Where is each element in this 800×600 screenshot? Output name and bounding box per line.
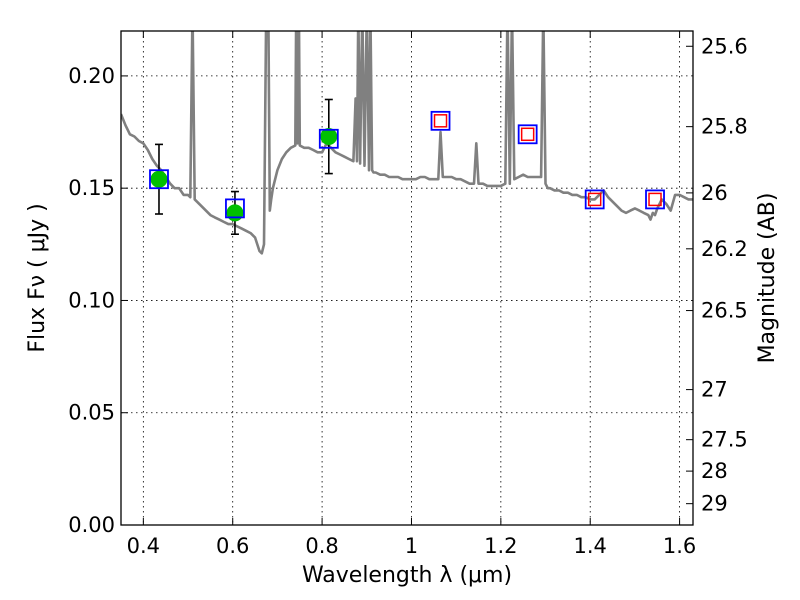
right-tick-label-5: 27 (701, 378, 728, 402)
plot-frame (120, 30, 694, 526)
model-blue-square-1 (225, 198, 245, 219)
x-tick-label-6: 1.6 (663, 534, 696, 558)
right-axis-label: Magnitude (AB) (755, 193, 780, 364)
observed-point-2 (320, 128, 338, 146)
right-tick-label-2: 26 (701, 181, 728, 205)
observed-point-0 (150, 170, 168, 188)
right-tick-label-8: 29 (701, 492, 728, 516)
model-red-square-2 (587, 192, 602, 207)
x-tick-label-1: 0.6 (216, 534, 249, 558)
axis-ticks: 0.4 0.6 0.8 1 1.2 1.4 1.6 0.00 0.05 0.10 0.15 0.20 2… (68, 31, 748, 558)
model-blue-square-3 (430, 110, 451, 131)
x-axis-label: Wavelength λ (μm) (302, 563, 512, 588)
x-tick-label-4: 1.2 (484, 534, 517, 558)
model-blue-square-0 (149, 169, 169, 190)
x-tick-label-3: 1 (405, 534, 418, 558)
marker-layer (149, 98, 665, 236)
y-tick-label-4: 0.20 (68, 64, 115, 88)
model-blue-square-4 (517, 124, 538, 145)
grid-lines (121, 31, 693, 526)
spectrum-layer (121, 31, 693, 255)
model-red-square-0 (433, 114, 448, 128)
model-red-square-1 (520, 127, 535, 142)
right-tick-label-4: 26.5 (701, 299, 748, 323)
spectrum-line (121, 31, 693, 255)
model-blue-square-6 (645, 189, 665, 210)
y-tick-label-3: 0.15 (68, 176, 115, 200)
model-blue-square-2 (318, 128, 339, 149)
x-tick-label-5: 1.4 (574, 534, 607, 558)
y-tick-label-1: 0.05 (68, 401, 115, 425)
right-tick-label-3: 26.2 (701, 237, 748, 261)
observed-point-1 (226, 204, 244, 222)
model-blue-square-5 (584, 189, 605, 210)
right-tick-label-1: 25.8 (701, 115, 748, 139)
x-tick-label-0: 0.4 (127, 534, 160, 558)
right-tick-label-6: 27.5 (701, 428, 748, 452)
y-axis-label: Flux Fν ( μJy ) (25, 203, 50, 352)
x-tick-label-2: 0.8 (305, 534, 338, 558)
right-tick-label-0: 25.6 (701, 34, 748, 58)
right-tick-label-7: 28 (701, 459, 728, 483)
y-tick-label-2: 0.10 (68, 288, 115, 312)
y-tick-label-0: 0.00 (68, 513, 115, 537)
model-red-square-3 (648, 192, 662, 207)
